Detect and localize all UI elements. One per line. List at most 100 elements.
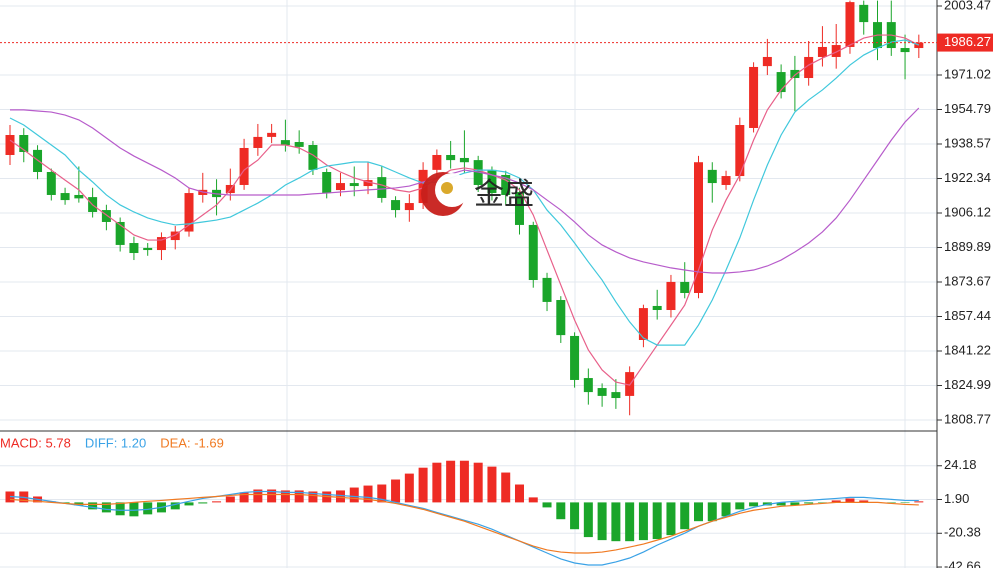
candle-body bbox=[570, 335, 580, 380]
y-tick-label: 1889.89 bbox=[944, 239, 991, 254]
line bbox=[9, 490, 919, 566]
line bbox=[9, 493, 919, 554]
y-tick-label: 1824.99 bbox=[944, 377, 991, 392]
macd-bar bbox=[666, 502, 676, 536]
macd-bar bbox=[267, 489, 277, 503]
candle-body bbox=[280, 140, 290, 145]
macd-bar bbox=[280, 490, 290, 503]
y-tick-label: 1954.79 bbox=[944, 101, 991, 116]
macd-bar bbox=[225, 496, 235, 503]
candle-body bbox=[501, 174, 511, 195]
candle-body bbox=[625, 372, 635, 396]
legend: MACD: 5.78 DIFF: 1.20 DEA: -1.69 bbox=[0, 435, 224, 450]
candle-body bbox=[308, 144, 318, 170]
macd-bar bbox=[335, 490, 345, 503]
candle-body bbox=[556, 300, 566, 336]
line bbox=[10, 107, 920, 274]
macd-bar bbox=[349, 487, 359, 503]
macd-bar bbox=[198, 502, 208, 504]
candle-body bbox=[294, 142, 304, 147]
macd-bar bbox=[446, 460, 456, 503]
y-tick-label: -20.38 bbox=[944, 525, 981, 540]
candle-body bbox=[404, 203, 414, 211]
y-tick-label: 1.90 bbox=[944, 491, 969, 506]
macd-bar bbox=[143, 502, 153, 515]
candle-body bbox=[391, 200, 401, 211]
candle-body bbox=[542, 277, 552, 302]
macd-bar bbox=[638, 502, 648, 541]
macd-bar bbox=[129, 502, 139, 517]
candle-body bbox=[804, 56, 814, 79]
macd-bar bbox=[900, 502, 910, 503]
last-price-label: 1986.27 bbox=[944, 34, 991, 49]
candle-body bbox=[721, 176, 731, 185]
y-tick-label: -42.66 bbox=[944, 558, 981, 568]
macd-bar bbox=[418, 467, 428, 503]
macd-bar bbox=[804, 502, 814, 504]
candle-body bbox=[900, 48, 910, 53]
macd-bar bbox=[404, 473, 414, 503]
macd-bar bbox=[363, 485, 373, 503]
candle-body bbox=[446, 154, 456, 161]
macd-bar bbox=[514, 484, 524, 503]
logo-dot bbox=[441, 182, 453, 194]
macd-bar bbox=[749, 502, 759, 507]
candle-body bbox=[115, 221, 125, 245]
macd-bar bbox=[391, 479, 401, 503]
macd-bar bbox=[294, 490, 304, 503]
candle-body bbox=[790, 69, 800, 79]
candle-body bbox=[817, 46, 827, 57]
macd-bar bbox=[212, 501, 222, 503]
candle-body bbox=[129, 243, 139, 254]
candle-body bbox=[5, 135, 15, 155]
macd-bar bbox=[432, 462, 442, 503]
macd-bar bbox=[115, 502, 125, 516]
candle-body bbox=[749, 66, 759, 128]
line bbox=[9, 34, 920, 386]
macd-bar bbox=[377, 484, 387, 503]
y-tick-label: 1922.34 bbox=[944, 170, 991, 185]
y-tick-label: 1857.44 bbox=[944, 308, 991, 323]
candle-body bbox=[46, 172, 56, 195]
candle-body bbox=[60, 193, 70, 201]
macd-bar bbox=[694, 502, 703, 522]
candle-body bbox=[459, 157, 469, 163]
macd-bar bbox=[652, 502, 662, 540]
macd-bar bbox=[528, 497, 538, 503]
candle-body bbox=[156, 237, 166, 251]
y-tick-label: 24.18 bbox=[944, 457, 977, 472]
candle-body bbox=[694, 162, 703, 293]
candle-body bbox=[666, 281, 676, 311]
macd-bar bbox=[886, 502, 896, 503]
legend-entry: MACD: 5.78 bbox=[0, 435, 71, 450]
y-tick-label: 1841.22 bbox=[944, 342, 991, 357]
macd-bar bbox=[776, 502, 786, 506]
candle-body bbox=[776, 72, 786, 93]
candle-body bbox=[432, 154, 442, 170]
candle-body bbox=[514, 191, 524, 225]
y-tick-label: 2003.47 bbox=[944, 0, 991, 12]
candle-body bbox=[377, 177, 387, 198]
macd-bar bbox=[459, 460, 469, 503]
legend-entry: DIFF: 1.20 bbox=[85, 435, 146, 450]
candle-body bbox=[101, 210, 111, 222]
macd-bar bbox=[680, 502, 690, 530]
macd-bar bbox=[570, 502, 580, 530]
candle-body bbox=[638, 308, 648, 340]
macd-bar bbox=[859, 500, 869, 503]
macd-bar bbox=[170, 502, 180, 510]
candle-body bbox=[611, 392, 621, 399]
candle-body bbox=[583, 378, 593, 393]
candle-body bbox=[253, 136, 263, 148]
y-tick-label: 1808.77 bbox=[944, 411, 991, 426]
candle-body bbox=[487, 169, 497, 194]
macd-bar bbox=[501, 472, 511, 503]
macd-bar bbox=[721, 502, 731, 517]
line bbox=[9, 39, 920, 346]
candle-body bbox=[762, 56, 772, 67]
candle-body bbox=[597, 388, 607, 396]
candle-body bbox=[349, 183, 359, 187]
macd-bar bbox=[253, 489, 263, 503]
